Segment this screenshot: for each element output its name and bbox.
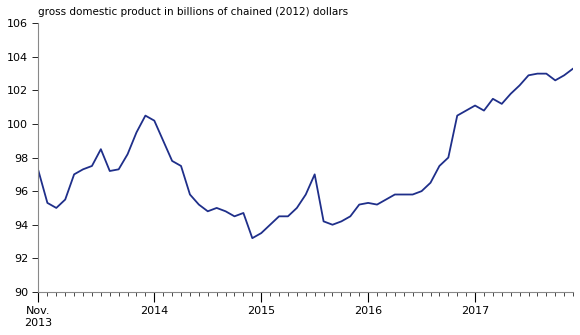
Text: gross domestic product in billions of chained (2012) dollars: gross domestic product in billions of ch… [38,7,349,17]
